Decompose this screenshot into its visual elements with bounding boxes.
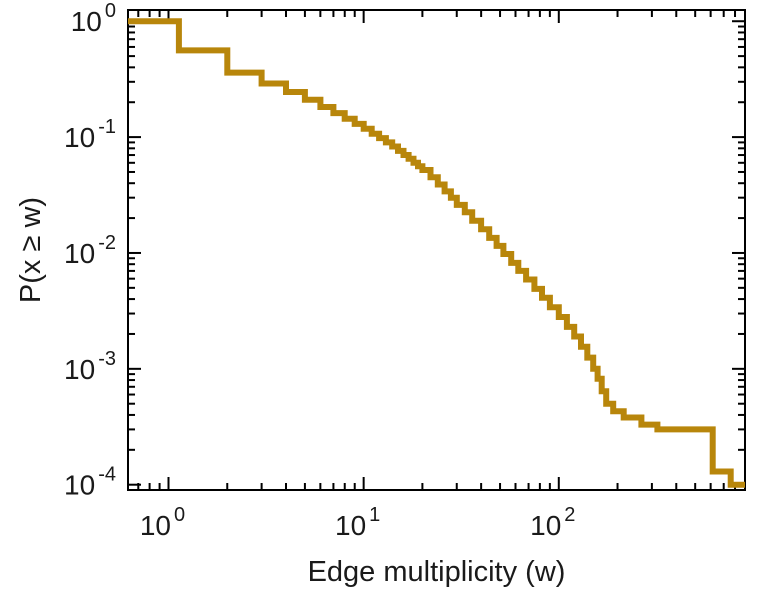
plot-frame (127, 9, 746, 491)
svg-text:100: 10 0 (140, 504, 185, 541)
axis-ticks (128, 10, 746, 491)
ccdf-step-line (128, 18, 745, 488)
svg-text:10-4: 10 -4 (64, 464, 116, 501)
svg-text:10-2: 10 -2 (64, 232, 116, 269)
svg-text:10-3: 10 -3 (64, 348, 116, 385)
svg-text:102: 10 2 (530, 504, 575, 541)
x-tick-labels: 10 0 10 1 10 2 (140, 504, 576, 541)
x-axis-title: Edge multiplicity (w) (307, 556, 566, 588)
y-axis-title: P(x ≥ w) (15, 196, 47, 304)
svg-text:101: 10 1 (335, 504, 380, 541)
svg-text:10-1: 10 -1 (64, 116, 116, 153)
svg-text:100: 10 0 (71, 0, 116, 37)
